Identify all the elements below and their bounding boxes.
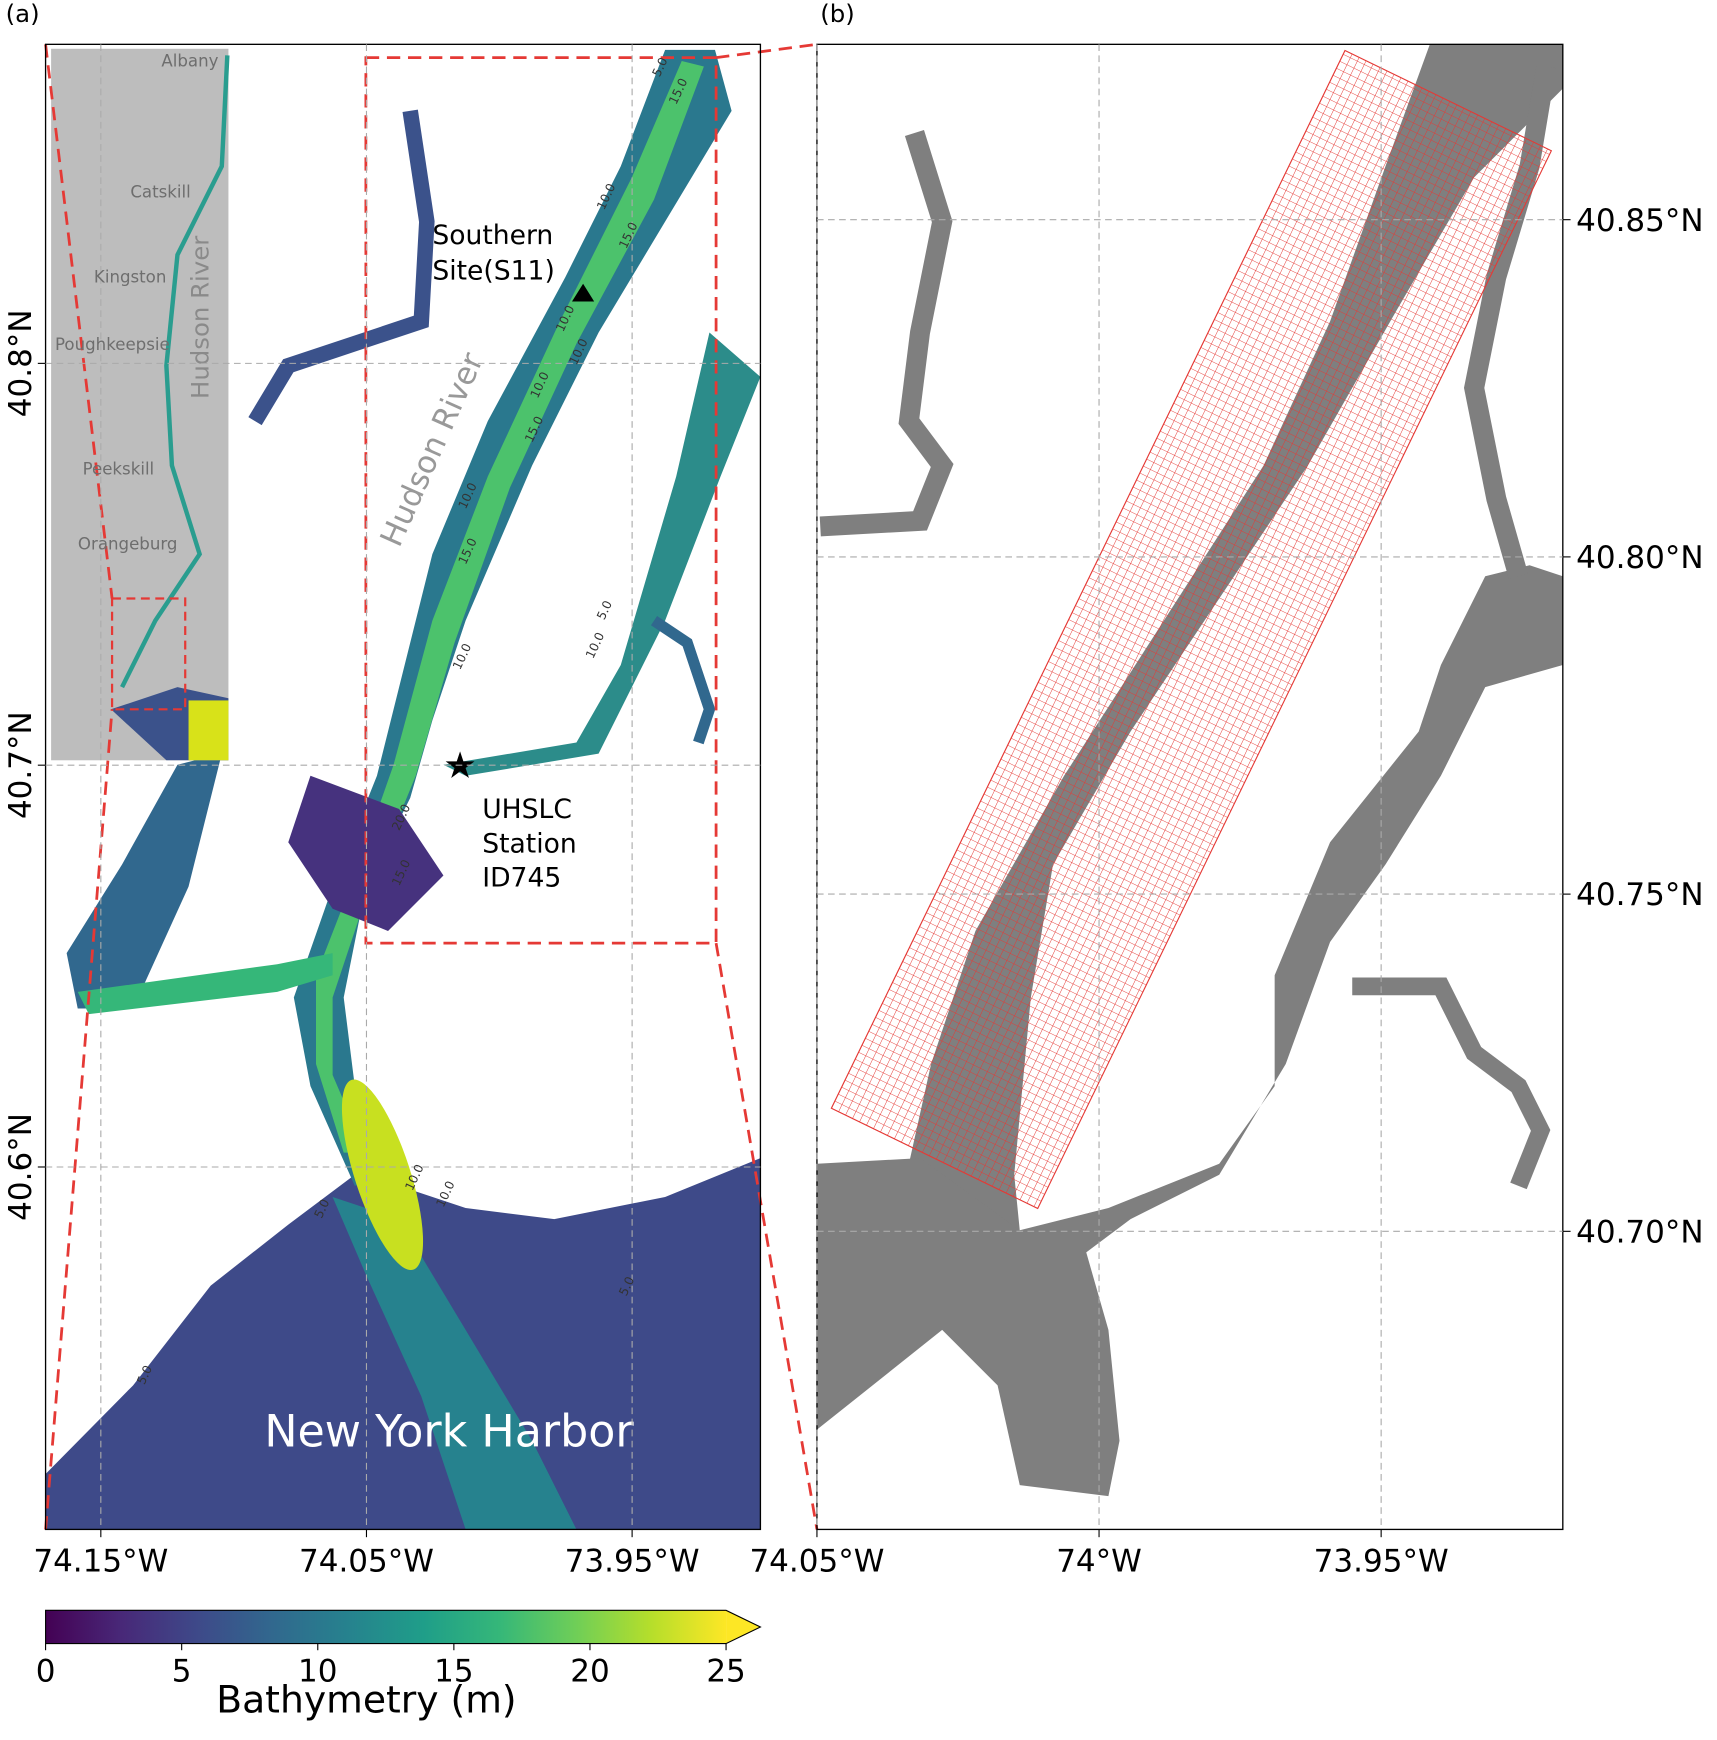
y-tick-label: 40.8°N	[3, 309, 39, 417]
x-tick-label: 73.95°W	[565, 1544, 700, 1580]
y-tick-label: 40.7°N	[3, 711, 39, 819]
map-b	[816, 44, 1563, 1497]
colorbar	[45, 1610, 727, 1644]
colorbar-tick-label: 0	[36, 1653, 56, 1689]
panel-label: (b)	[820, 0, 855, 28]
annotation: Site(S11)	[432, 255, 554, 286]
colorbar-label: Bathymetry (m)	[216, 1677, 516, 1721]
inset-place: Albany	[161, 51, 218, 70]
y-tick-label: 40.70°N	[1576, 1214, 1704, 1250]
annotation: Southern	[432, 220, 553, 251]
x-tick-label: 73.95°W	[1314, 1544, 1449, 1580]
y-tick-label: 40.80°N	[1576, 540, 1704, 576]
harbor-label: New York Harbor	[264, 1406, 634, 1457]
annotation: Station	[482, 828, 576, 859]
colorbar-tick-label: 5	[172, 1653, 192, 1689]
colorbar-tick-label: 15	[434, 1653, 473, 1689]
y-tick-label: 40.6°N	[3, 1113, 39, 1221]
contour-label: 5.0	[594, 598, 615, 621]
x-tick-label: 74°W	[1056, 1544, 1142, 1580]
annotation: ID745	[482, 863, 561, 894]
x-tick-label: 74.15°W	[33, 1544, 168, 1580]
colorbar-extension	[726, 1610, 761, 1644]
inset-place: Orangeburg	[78, 535, 178, 554]
station-marker	[572, 283, 595, 302]
inset-river-label: Hudson River	[185, 235, 214, 399]
inset-place: Peekskill	[83, 459, 155, 478]
annotation: UHSLC	[482, 794, 572, 825]
colorbar-outline	[45, 1609, 762, 1645]
y-tick-label: 40.85°N	[1576, 203, 1704, 239]
panel-label: (a)	[6, 0, 40, 28]
frame-a	[44, 43, 762, 1531]
inset-place: Kingston	[94, 268, 166, 287]
map-a	[45, 49, 761, 1530]
colorbar-tick-label: 10	[298, 1653, 337, 1689]
x-tick-label: 74.05°W	[749, 1544, 884, 1580]
y-tick-label: 40.75°N	[1576, 877, 1704, 913]
x-tick-label: 74.05°W	[299, 1544, 434, 1580]
inset-place: Poughkeepsie	[55, 335, 170, 354]
colorbar-tick-label: 20	[570, 1653, 609, 1689]
contour-label: 10.0	[583, 630, 607, 661]
colorbar-tick-label: 25	[706, 1653, 745, 1689]
inset-map	[51, 48, 229, 761]
inset-place: Catskill	[130, 182, 190, 201]
